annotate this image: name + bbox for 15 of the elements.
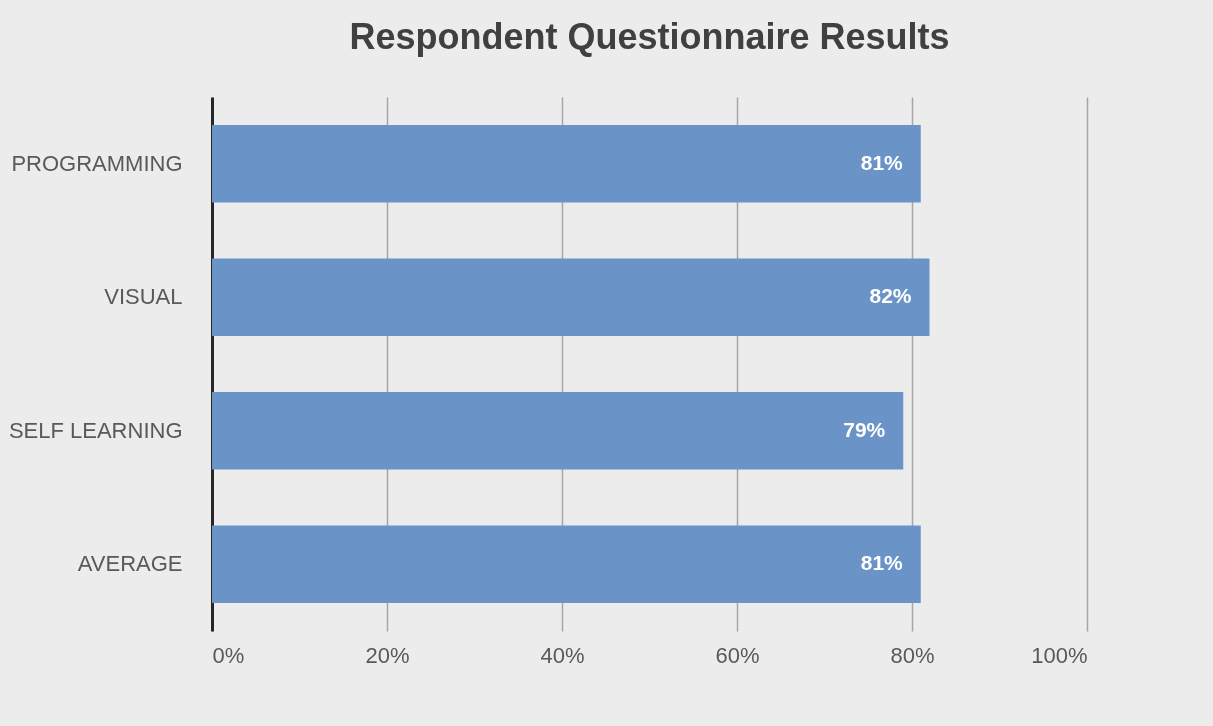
x-tick-label: 100% bbox=[1031, 642, 1088, 668]
y-tick-label: PROGRAMMING bbox=[11, 150, 183, 176]
x-tick-label: 20% bbox=[365, 642, 410, 668]
x-tick-label: 40% bbox=[540, 642, 585, 668]
y-tick-label: AVERAGE bbox=[77, 551, 183, 577]
x-tick-label: 80% bbox=[890, 642, 935, 668]
data-label: 81% bbox=[860, 150, 904, 174]
data-label: 79% bbox=[843, 417, 886, 441]
data-label: 82% bbox=[869, 284, 912, 308]
x-tick-label: 60% bbox=[715, 642, 760, 668]
x-tick-label: 0% bbox=[212, 642, 245, 668]
y-tick-label: SELF LEARNING bbox=[8, 417, 183, 443]
data-label: 81% bbox=[860, 551, 904, 575]
chart-title: Respondent Questionnaire Results bbox=[349, 16, 950, 57]
y-tick-label: VISUAL bbox=[104, 284, 183, 310]
